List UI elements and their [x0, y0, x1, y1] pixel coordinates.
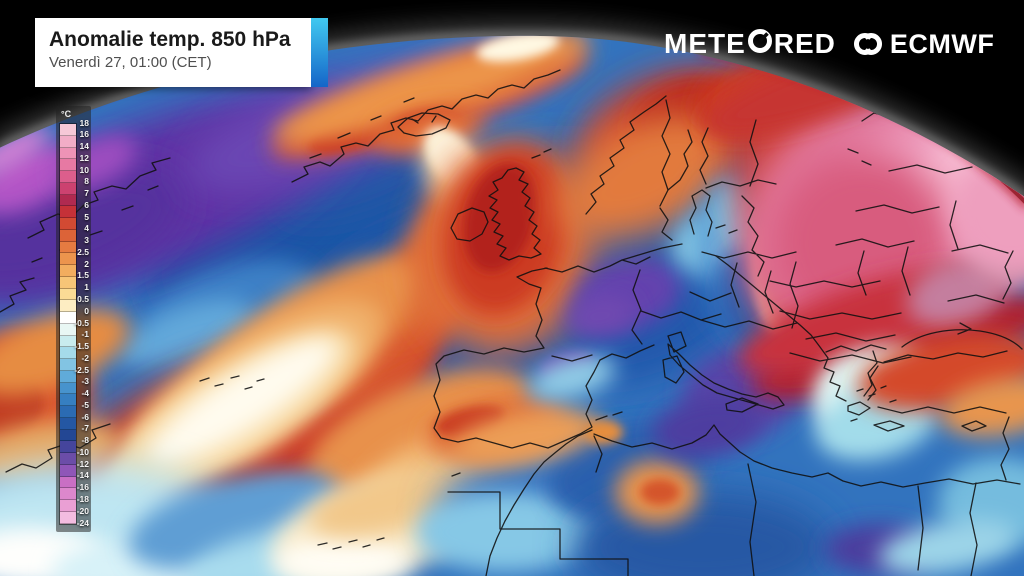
legend-tick: -12	[76, 458, 89, 469]
legend-cell	[60, 370, 76, 383]
legend-cell	[60, 406, 76, 418]
legend-tick: -1	[81, 329, 89, 340]
legend-tick: -7	[81, 423, 89, 434]
legend-cell	[60, 500, 76, 512]
legend-cell	[60, 171, 76, 183]
legend-tick: 4	[84, 223, 89, 234]
legend-tick: 5	[84, 211, 89, 222]
accent-bar	[311, 18, 328, 87]
legend-tick: 1	[84, 282, 89, 293]
legend-cell	[60, 194, 76, 207]
legend-cell	[60, 453, 76, 465]
legend-tick: -20	[76, 505, 89, 516]
legend-tick: 0.5	[77, 293, 89, 304]
legend-cell	[60, 218, 76, 230]
legend-tick: 2	[84, 258, 89, 269]
globe	[0, 35, 1024, 576]
legend-tick: 10	[79, 164, 89, 175]
legend-tick: 12	[79, 152, 89, 163]
legend-tick: 6	[84, 199, 89, 210]
legend-tick: 18	[79, 117, 89, 128]
legend-cell	[60, 335, 76, 348]
legend-panel: °C 18 16 14 12 10 8 7 6 5 4 3 2.5 2 1.5 1 0.5 0 -0.5 -1 -1.…	[56, 106, 91, 532]
legend-cell	[60, 511, 76, 524]
legend-tick: -6	[81, 411, 89, 422]
legend-tick: 14	[79, 141, 89, 152]
legend-cell	[60, 182, 76, 195]
legend-cell	[60, 229, 76, 242]
meteored-text-right: RED	[773, 28, 836, 59]
anomaly-field	[0, 35, 1024, 576]
legend-bar	[59, 123, 77, 525]
legend-cell	[60, 441, 76, 453]
legend-tick: -2.5	[74, 364, 89, 375]
datetime-subtitle: Venerdì 27, 01:00 (CET)	[49, 54, 212, 71]
legend-cell	[60, 464, 76, 477]
legend-cell	[60, 288, 76, 301]
legend-cell	[60, 147, 76, 160]
legend-tick: -4	[81, 388, 89, 399]
legend-tick: -8	[81, 435, 89, 446]
legend-cell	[60, 159, 76, 171]
legend-cell	[60, 488, 76, 500]
meteored-text-left: METE	[664, 28, 746, 59]
legend-cell	[60, 276, 76, 289]
legend-tick: -24	[76, 517, 89, 528]
legend-cell	[60, 124, 76, 136]
legend-tick: -1.5	[74, 341, 89, 352]
legend-tick: -3	[81, 376, 89, 387]
legend-tick: 7	[84, 188, 89, 199]
title-card: Anomalie temp. 850 hPa Venerdì 27, 01:00…	[35, 18, 328, 87]
meteored-logo: METE RED	[664, 28, 836, 61]
legend-cell	[60, 359, 76, 371]
legend-cell	[60, 253, 76, 265]
branding: METE RED ECMWF	[664, 27, 994, 61]
legend-tick: 0	[84, 305, 89, 316]
legend-tick: 1.5	[77, 270, 89, 281]
legend-tick: -2	[81, 352, 89, 363]
legend-tick: 16	[79, 129, 89, 140]
legend-cell	[60, 382, 76, 395]
legend-cell	[60, 241, 76, 254]
legend-cell	[60, 429, 76, 442]
legend-tick: -5	[81, 399, 89, 410]
legend-cell	[60, 135, 76, 148]
legend-cell	[60, 300, 76, 312]
legend-cell	[60, 347, 76, 359]
meteored-gauge-icon	[747, 28, 773, 61]
legend-tick: -18	[76, 493, 89, 504]
page-title: Anomalie temp. 850 hPa	[49, 28, 291, 51]
legend-tick: -16	[76, 482, 89, 493]
legend-tick: 8	[84, 176, 89, 187]
legend-cell	[60, 206, 76, 218]
ecmwf-logo-text: ECMWF	[889, 28, 995, 59]
legend-unit-label: °C	[61, 109, 72, 119]
legend-cell	[60, 323, 76, 336]
legend-tick: -14	[76, 470, 89, 481]
legend-cell	[60, 417, 76, 430]
legend-cell	[60, 265, 76, 277]
ecmwf-logo-icon	[853, 33, 882, 55]
legend-cell	[60, 312, 76, 324]
legend-tick: -0.5	[74, 317, 89, 328]
legend-tick: -10	[76, 446, 89, 457]
legend-cell	[60, 476, 76, 489]
legend-cell	[60, 394, 76, 406]
legend-tick: 3	[84, 235, 89, 246]
legend-tick: 2.5	[77, 246, 89, 257]
ecmwf-logo: ECMWF	[850, 29, 994, 60]
